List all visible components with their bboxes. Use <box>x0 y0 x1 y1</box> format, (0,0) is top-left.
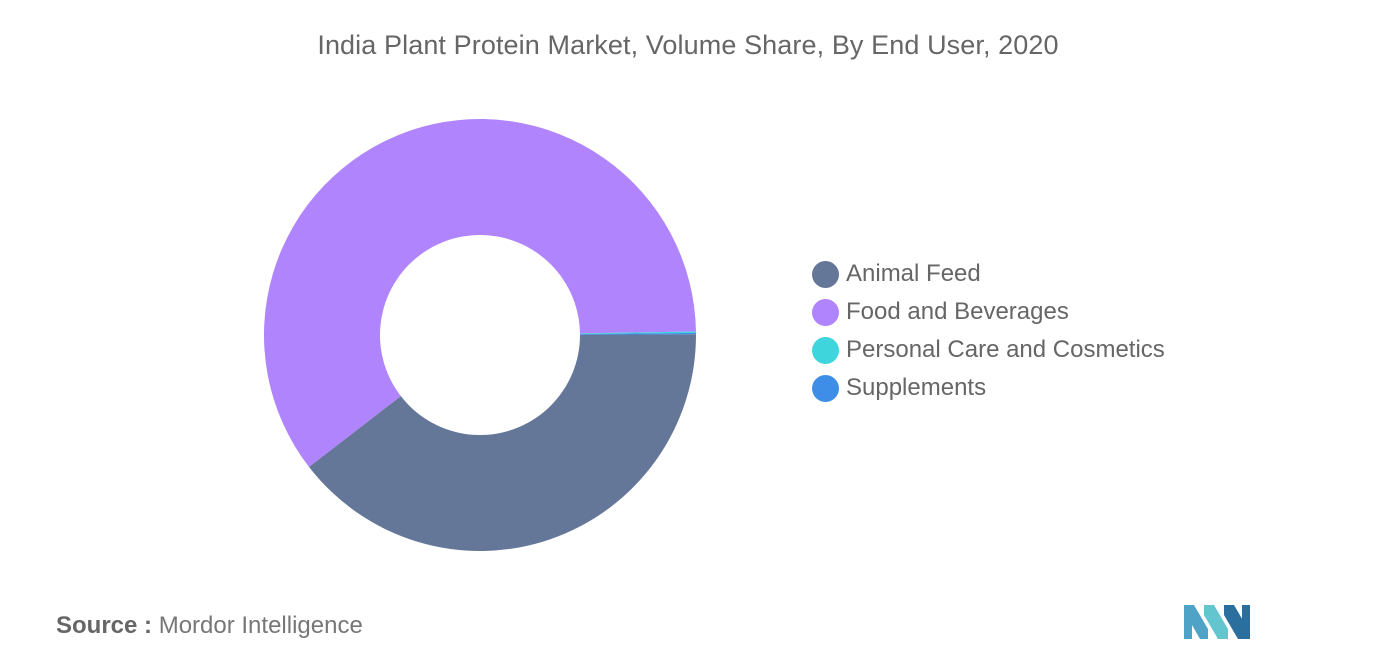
source-note: Source : Mordor Intelligence <box>56 612 363 640</box>
source-text: Mordor Intelligence <box>158 612 363 639</box>
legend-swatch <box>812 298 839 326</box>
legend-item: Personal Care and Cosmetics <box>812 331 1165 369</box>
legend-swatch <box>812 260 839 288</box>
legend-item: Supplements <box>812 369 1165 407</box>
legend-label: Food and Beverages <box>846 298 1069 325</box>
legend-swatch <box>812 336 839 364</box>
legend-label: Animal Feed <box>846 260 981 287</box>
mordor-intelligence-logo <box>1184 605 1250 639</box>
chart-title: India Plant Protein Market, Volume Share… <box>317 30 1059 60</box>
legend-item: Animal Feed <box>812 255 1165 293</box>
donut-hole <box>380 235 580 435</box>
legend-label: Personal Care and Cosmetics <box>846 336 1165 363</box>
legend-label: Supplements <box>846 374 987 401</box>
slice-animal-feed <box>308 334 696 551</box>
source-label: Source : <box>56 612 153 639</box>
legend-swatch <box>812 374 839 402</box>
chart-legend: Animal Feed Food and Beverages Personal Ca… <box>812 255 1165 407</box>
legend-item: Food and Beverages <box>812 293 1165 331</box>
